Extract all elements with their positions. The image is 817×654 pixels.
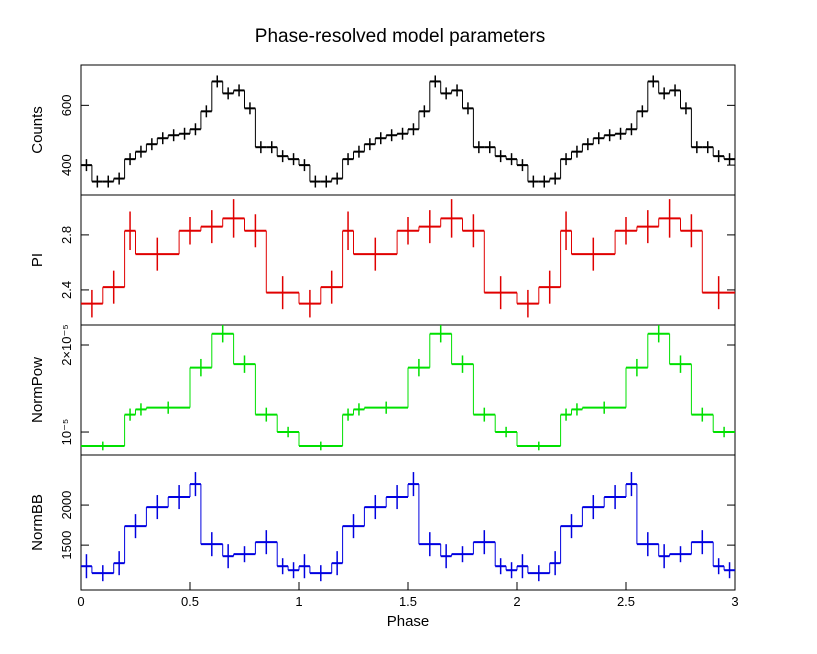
x-tick-label: 1.5 (399, 594, 417, 609)
y-axis-label: NormPow (29, 357, 46, 423)
x-tick-label: 2.5 (617, 594, 635, 609)
y-tick-label: 400 (59, 154, 74, 176)
y-axis-label: Counts (29, 106, 46, 154)
x-axis-label: Phase (387, 613, 430, 630)
y-tick-label: 600 (59, 94, 74, 116)
y-tick-label: 2.8 (59, 226, 74, 244)
chart-title: Phase-resolved model parameters (255, 26, 545, 47)
x-tick-label: 0 (77, 594, 84, 609)
y-axis-label: NormBB (29, 494, 46, 551)
y-tick-label: 2.4 (59, 281, 74, 299)
panel-frame (80, 194, 736, 326)
y-tick-label: 1500 (59, 531, 74, 560)
y-tick-label: 2000 (59, 491, 74, 520)
y-tick-label: 10⁻⁵ (59, 419, 74, 446)
y-axis-label: PI (29, 253, 46, 267)
x-tick-label: 3 (731, 594, 738, 609)
x-tick-label: 1 (295, 594, 302, 609)
x-tick-label: 2 (513, 594, 520, 609)
x-tick-label: 0.5 (181, 594, 199, 609)
y-tick-label: 2×10⁻⁵ (59, 324, 74, 366)
